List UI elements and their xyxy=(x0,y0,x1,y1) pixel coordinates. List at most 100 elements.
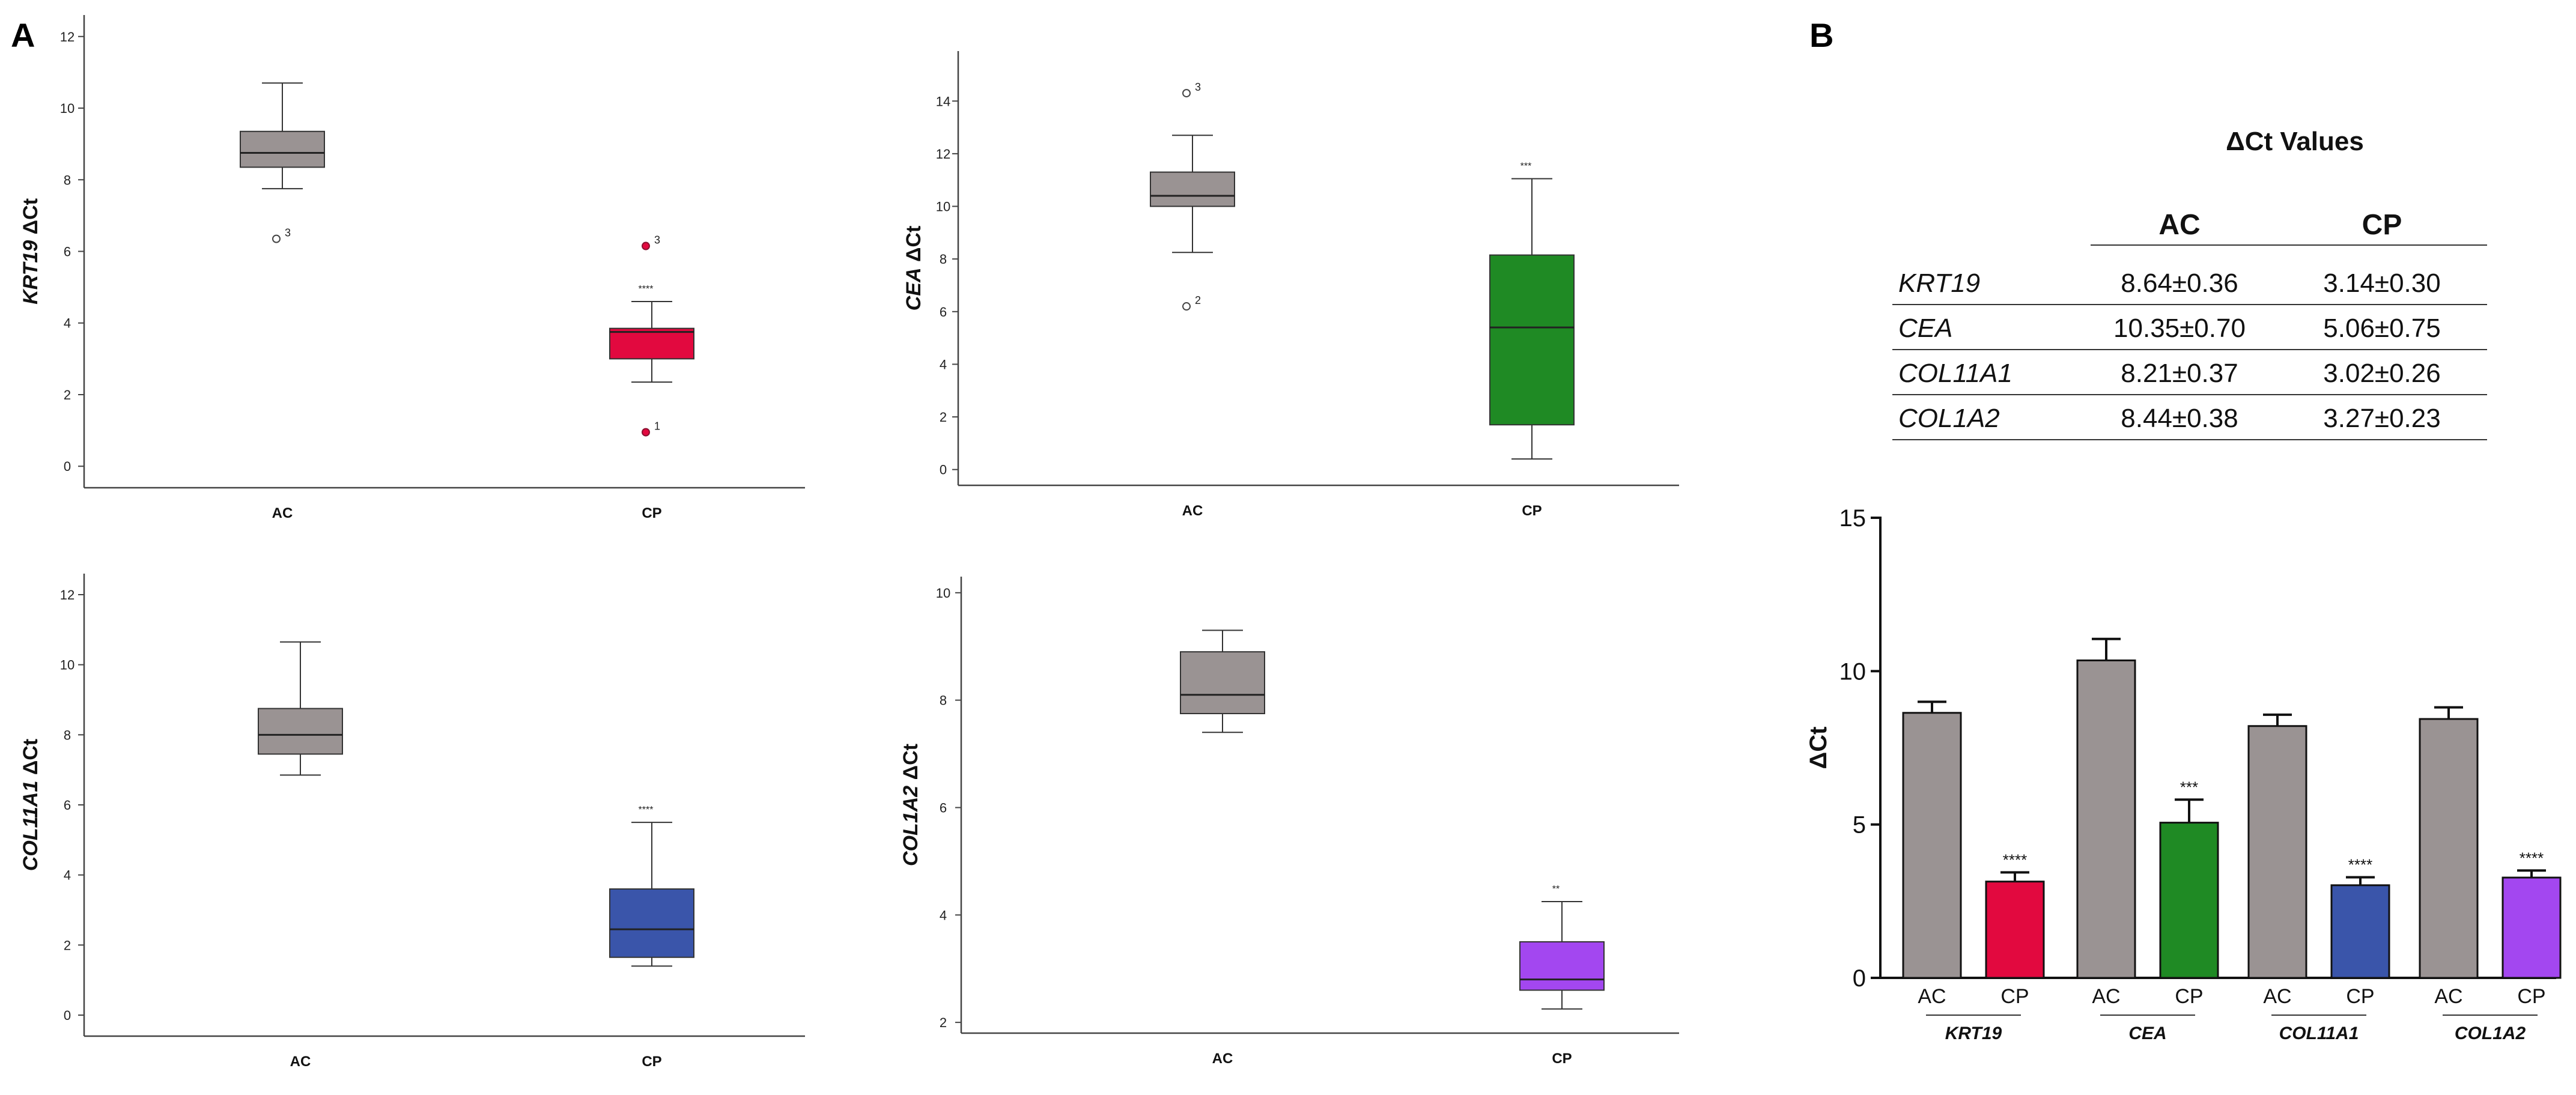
y-tick-label: 8 xyxy=(64,727,71,742)
boxplot-krt19: 0 2 4 6 8 10 12 KRT19 ΔCt AC CP 3 3 1 **** xyxy=(19,15,805,521)
bar-significance-label: *** xyxy=(2180,778,2198,796)
y-axis-label: COL11A1 ΔCt xyxy=(19,739,42,871)
table-title: ΔCt Values xyxy=(2226,127,2364,156)
y-tick-label: 10 xyxy=(60,101,74,116)
x-category-label: AC xyxy=(290,1054,311,1070)
y-tick-label: 4 xyxy=(940,908,947,923)
outlier-label: 3 xyxy=(1195,81,1201,93)
y-axis-label-gene: CEA xyxy=(902,267,925,311)
bar-krt19-ac xyxy=(1902,712,1962,979)
gene-group-label: COL11A1 xyxy=(2279,1024,2359,1043)
box-AC xyxy=(1150,171,1235,207)
bar-col11a1-ac xyxy=(2247,725,2307,979)
y-axis-label-suffix: ΔCt xyxy=(902,226,925,268)
box-CP xyxy=(1519,941,1605,991)
table-cell-cp: 3.02±0.26 xyxy=(2323,359,2440,388)
bar-cea-cp xyxy=(2159,822,2219,979)
x-category-label: AC xyxy=(1212,1051,1233,1067)
bar-y-tick-label: 0 xyxy=(1853,965,1866,992)
y-axis-label: CEA ΔCt xyxy=(902,226,925,311)
table-row-gene: CEA xyxy=(1898,314,1952,343)
gene-group-label: COL1A2 xyxy=(2455,1024,2526,1043)
panel-letter-a: A xyxy=(11,16,35,54)
y-axis-label-gene: COL11A1 xyxy=(19,781,42,872)
y-axis-label-suffix: ΔCt xyxy=(19,198,42,240)
y-tick-label: 2 xyxy=(64,938,71,953)
significance-label: **** xyxy=(639,284,654,294)
x-category-label: AC xyxy=(1182,503,1203,519)
y-tick-label: 14 xyxy=(936,94,950,109)
significance-label: ** xyxy=(1552,884,1560,894)
x-category-label: CP xyxy=(642,1054,661,1070)
bar-significance-label: **** xyxy=(2348,856,2372,874)
y-tick-label: 0 xyxy=(64,1008,71,1023)
y-tick-label: 2 xyxy=(64,387,71,402)
y-tick-label: 10 xyxy=(936,199,950,214)
y-tick-label: 4 xyxy=(940,357,947,372)
bar-category-label: AC xyxy=(2434,985,2462,1008)
bar-category-label: CP xyxy=(2346,985,2374,1008)
significance-label: *** xyxy=(1520,162,1532,172)
box-AC xyxy=(240,130,325,168)
table-cell-ac: 8.21±0.37 xyxy=(2121,359,2238,388)
y-tick-label: 0 xyxy=(940,463,947,478)
bar-chart: 0 5 10 15 ΔCt AC CP **** KRT19 AC CP *** CEA AC CP ****… xyxy=(1805,505,2562,1043)
table-cell-ac: 10.35±0.70 xyxy=(2113,314,2246,343)
box-CP xyxy=(609,888,694,958)
outlier-point xyxy=(642,428,650,437)
table-cell-ac: 8.44±0.38 xyxy=(2121,404,2238,433)
box-AC xyxy=(258,708,343,755)
box-CP xyxy=(1489,254,1575,426)
x-category-label: CP xyxy=(642,505,661,521)
bar-y-tick-label: 5 xyxy=(1853,812,1866,839)
bar-col1a2-cp xyxy=(2502,876,2562,979)
table-cell-ac: 8.64±0.36 xyxy=(2121,268,2238,298)
box-AC xyxy=(1180,651,1265,715)
bar-col1a2-ac xyxy=(2419,718,2479,979)
bar-category-label: AC xyxy=(2263,985,2291,1008)
y-tick-label: 10 xyxy=(936,586,950,601)
outlier-point xyxy=(642,241,650,250)
y-tick-label: 6 xyxy=(64,798,71,813)
y-axis-label-gene: COL1A2 xyxy=(899,786,922,866)
x-category-label: CP xyxy=(1552,1051,1572,1067)
y-tick-label: 6 xyxy=(940,305,947,320)
table-row-gene: COL11A1 xyxy=(1898,359,2012,388)
y-tick-label: 4 xyxy=(64,868,71,883)
y-tick-label: 4 xyxy=(64,316,71,331)
boxplot-col1a2: 2 4 6 8 10 COL1A2 ΔCt AC CP ** xyxy=(899,577,1679,1067)
gene-group-label: KRT19 xyxy=(1945,1024,2002,1043)
table-cell-cp: 3.14±0.30 xyxy=(2323,268,2440,298)
y-tick-label: 12 xyxy=(60,587,74,602)
bar-category-label: AC xyxy=(1918,985,1946,1008)
table-row-gene: KRT19 xyxy=(1898,268,1980,298)
bar-y-axis-label: ΔCt xyxy=(1805,727,1832,769)
bar-krt19-cp xyxy=(1985,881,2045,979)
dct-table: ΔCt Values AC CP KRT19 8.64±0.36 3.14±0.30 CEA… xyxy=(1892,127,2487,440)
y-axis-label: COL1A2 ΔCt xyxy=(899,744,922,866)
y-axis-label-suffix: ΔCt xyxy=(899,744,922,786)
outlier-label: 1 xyxy=(654,420,660,432)
outlier-point xyxy=(1182,302,1191,311)
y-tick-label: 0 xyxy=(64,459,71,474)
outlier-label: 3 xyxy=(654,234,660,246)
bar-y-tick-label: 10 xyxy=(1839,658,1867,685)
bar-significance-label: **** xyxy=(2520,849,2544,867)
boxplot-cea: 0 2 4 6 8 10 12 14 CEA ΔCt AC CP 3 2 *** xyxy=(902,51,1679,519)
y-tick-label: 8 xyxy=(64,172,71,187)
y-tick-label: 8 xyxy=(940,252,947,267)
y-tick-label: 2 xyxy=(940,1015,947,1030)
bar-category-label: AC xyxy=(2092,985,2120,1008)
significance-label: **** xyxy=(639,805,654,815)
bar-y-tick-label: 15 xyxy=(1839,505,1867,532)
y-tick-label: 10 xyxy=(60,658,74,673)
gene-group-label: CEA xyxy=(2128,1024,2166,1043)
table-row-gene: COL1A2 xyxy=(1898,404,2000,433)
outlier-point xyxy=(272,234,281,243)
boxplot-col11a1: 0 2 4 6 8 10 12 COL11A1 ΔCt AC CP **** xyxy=(19,574,805,1070)
y-axis-label: KRT19 ΔCt xyxy=(19,198,42,305)
y-axis-label-suffix: ΔCt xyxy=(19,739,42,781)
bar-significance-label: **** xyxy=(2003,851,2027,869)
y-tick-label: 12 xyxy=(60,29,74,44)
